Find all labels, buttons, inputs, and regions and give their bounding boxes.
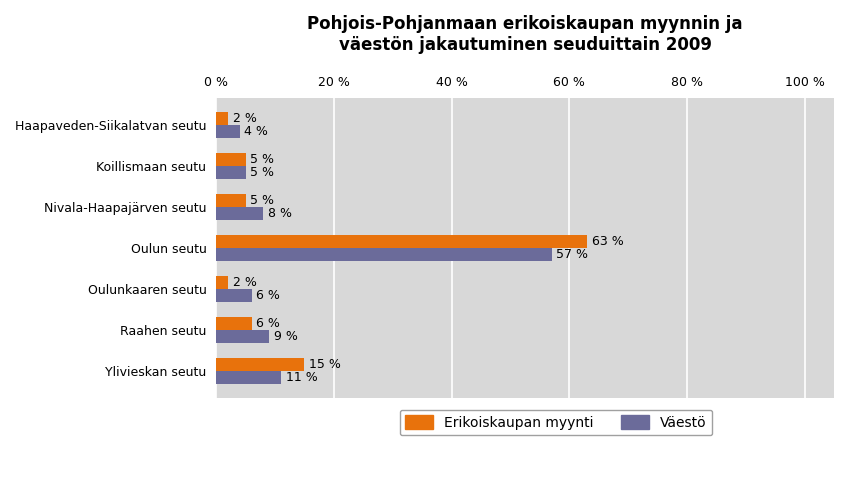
Text: 11 %: 11 % <box>285 371 318 384</box>
Text: 57 %: 57 % <box>556 248 588 261</box>
Text: 2 %: 2 % <box>233 276 256 289</box>
Legend: Erikoiskaupan myynti, Väestö: Erikoiskaupan myynti, Väestö <box>400 410 712 435</box>
Text: 6 %: 6 % <box>256 317 280 330</box>
Text: 5 %: 5 % <box>250 194 274 207</box>
Bar <box>216 317 251 330</box>
Bar <box>216 194 245 207</box>
Bar <box>216 125 239 138</box>
Text: 15 %: 15 % <box>309 358 341 371</box>
Bar <box>216 207 263 220</box>
Bar <box>216 166 245 179</box>
Text: 9 %: 9 % <box>274 330 298 343</box>
Bar <box>216 358 305 371</box>
Text: 6 %: 6 % <box>256 289 280 302</box>
Bar <box>216 235 587 248</box>
Text: 5 %: 5 % <box>250 153 274 166</box>
Bar <box>216 276 228 289</box>
Bar <box>216 330 269 343</box>
Text: 8 %: 8 % <box>268 207 292 220</box>
Text: 4 %: 4 % <box>245 125 268 138</box>
Bar <box>216 112 228 125</box>
Text: 2 %: 2 % <box>233 112 256 125</box>
Bar <box>216 289 251 302</box>
Title: Pohjois-Pohjanmaan erikoiskaupan myynnin ja
väestön jakautuminen seuduittain 200: Pohjois-Pohjanmaan erikoiskaupan myynnin… <box>307 15 743 54</box>
Bar <box>216 153 245 166</box>
Text: 63 %: 63 % <box>592 235 623 248</box>
Text: 5 %: 5 % <box>250 166 274 179</box>
Bar <box>216 248 552 261</box>
Bar <box>216 371 281 384</box>
